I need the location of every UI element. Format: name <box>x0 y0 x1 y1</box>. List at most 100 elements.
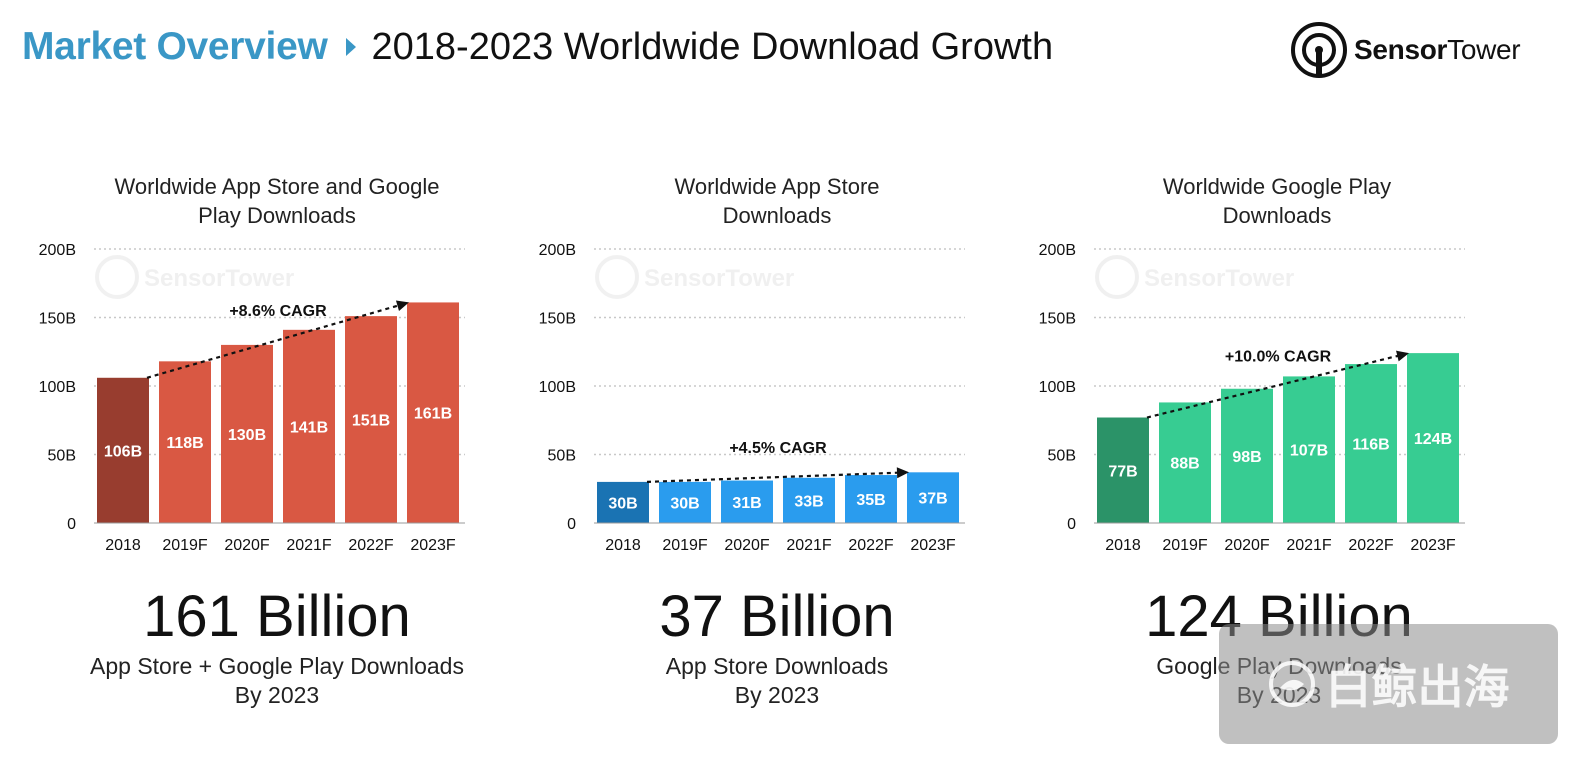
data-label: 98B <box>1232 449 1261 466</box>
data-label: 33B <box>794 493 823 510</box>
cagr-arrow-line <box>146 304 399 379</box>
cagr-arrow-line <box>1146 354 1399 419</box>
bar <box>783 477 835 523</box>
data-label: 124B <box>1414 431 1452 448</box>
x-tick-label: 2021F <box>786 537 832 554</box>
y-tick-label: 200B <box>1039 242 1076 259</box>
y-tick-label: 200B <box>39 242 76 259</box>
data-label: 106B <box>104 443 142 460</box>
sensortower-logo: SensorTower <box>1290 20 1521 80</box>
bar <box>1159 402 1211 523</box>
cagr-arrow-line <box>646 471 899 483</box>
cagr-label: +8.6% CAGR <box>229 303 327 320</box>
y-tick-label: 200B <box>539 242 576 259</box>
chart-title-line: Downloads <box>1223 203 1332 228</box>
chart-title-line: Worldwide Google Play <box>1163 174 1391 199</box>
data-label: 118B <box>166 435 203 452</box>
y-tick-label: 150B <box>539 311 576 328</box>
summary-1: 161 Billion App Store + Google Play Down… <box>27 582 527 710</box>
cagr-arrow-head-icon <box>395 300 409 312</box>
y-tick-label: 0 <box>1067 516 1076 533</box>
data-label: 30B <box>608 495 637 512</box>
y-tick-label: 50B <box>48 448 76 465</box>
x-tick-label: 2019F <box>162 537 208 554</box>
chart-watermark: SensorTower <box>1095 255 1294 299</box>
chart-title-line: Play Downloads <box>198 203 356 228</box>
summary-2: 37 Billion App Store Downloads By 2023 <box>527 582 1027 710</box>
x-tick-label: 2020F <box>224 537 270 554</box>
bar <box>159 361 211 523</box>
cagr-arrow-head-icon <box>896 467 909 479</box>
data-label: 88B <box>1170 456 1199 473</box>
summary-value: 37 Billion <box>659 584 895 649</box>
watermark: 白鲸出海 <box>1219 624 1558 744</box>
bar <box>597 481 649 523</box>
bar <box>1407 353 1459 523</box>
bar <box>221 344 273 523</box>
x-tick-label: 2023F <box>1410 537 1456 554</box>
bar <box>1097 417 1149 523</box>
chart-panel-1: Worldwide App Store and Google Play Downl… <box>39 174 465 554</box>
whale-logo-icon <box>1268 661 1315 707</box>
bar <box>1345 364 1397 523</box>
x-tick-label: 2018 <box>105 537 141 554</box>
bar <box>1221 388 1273 523</box>
x-tick-label: 2018 <box>1105 537 1141 554</box>
x-tick-label: 2021F <box>1286 537 1332 554</box>
bar <box>659 481 711 523</box>
data-label: 161B <box>414 406 452 423</box>
chart-watermark: SensorTower <box>95 255 294 299</box>
x-tick-label: 2023F <box>410 537 456 554</box>
section-title: Market Overview <box>22 25 328 68</box>
y-tick-label: 100B <box>39 379 76 396</box>
chart-title-line: Downloads <box>723 203 832 228</box>
watermark-text: 白鲸出海 <box>1325 661 1510 713</box>
data-label: 77B <box>1108 463 1137 480</box>
summary-by: By 2023 <box>734 682 820 708</box>
summary-label: App Store Downloads <box>665 653 889 679</box>
y-tick-label: 100B <box>539 379 576 396</box>
data-label: 37B <box>918 491 947 508</box>
x-tick-label: 2020F <box>1224 537 1270 554</box>
data-label: 151B <box>352 413 390 430</box>
data-label: 35B <box>856 492 885 509</box>
cagr-arrow-head-icon <box>1396 350 1409 362</box>
bar <box>845 475 897 523</box>
x-tick-label: 2022F <box>848 537 894 554</box>
summary-value: 161 Billion <box>143 584 411 649</box>
breadcrumb-arrow-icon <box>345 38 356 56</box>
data-label: 107B <box>1290 443 1328 460</box>
y-tick-label: 0 <box>567 516 576 533</box>
x-tick-label: 2019F <box>662 537 708 554</box>
watermark-brand-text: SensorTower <box>644 265 794 292</box>
y-tick-label: 100B <box>1039 379 1076 396</box>
y-tick-label: 50B <box>1048 448 1076 465</box>
bar <box>907 472 959 523</box>
data-label: 130B <box>228 427 266 444</box>
chart-title-line: Worldwide App Store and Google <box>115 174 440 199</box>
watermark-logo-icon <box>1095 255 1139 299</box>
bar <box>407 302 459 523</box>
summary-label: App Store + Google Play Downloads <box>90 653 464 679</box>
y-tick-label: 150B <box>39 311 76 328</box>
chart-watermark: SensorTower <box>595 255 794 299</box>
page-title: 2018-2023 Worldwide Download Growth <box>371 25 1054 68</box>
cagr-label: +4.5% CAGR <box>729 440 827 457</box>
cagr-label: +10.0% CAGR <box>1225 348 1332 365</box>
watermark-logo-icon <box>95 255 139 299</box>
header: Market Overview 2018-2023 Worldwide Down… <box>22 22 1053 72</box>
y-tick-label: 50B <box>548 448 576 465</box>
data-label: 141B <box>290 419 328 436</box>
y-tick-label: 0 <box>67 516 76 533</box>
x-tick-label: 2019F <box>1162 537 1208 554</box>
x-tick-label: 2021F <box>286 537 332 554</box>
bar <box>721 480 773 523</box>
bar <box>345 316 397 523</box>
bar <box>283 329 335 523</box>
summary-by: By 2023 <box>234 682 320 708</box>
logo-text: SensorTower <box>1354 34 1521 65</box>
data-label: 30B <box>670 495 699 512</box>
data-label: 31B <box>732 495 761 512</box>
bar <box>1283 376 1335 523</box>
x-tick-label: 2023F <box>910 537 956 554</box>
